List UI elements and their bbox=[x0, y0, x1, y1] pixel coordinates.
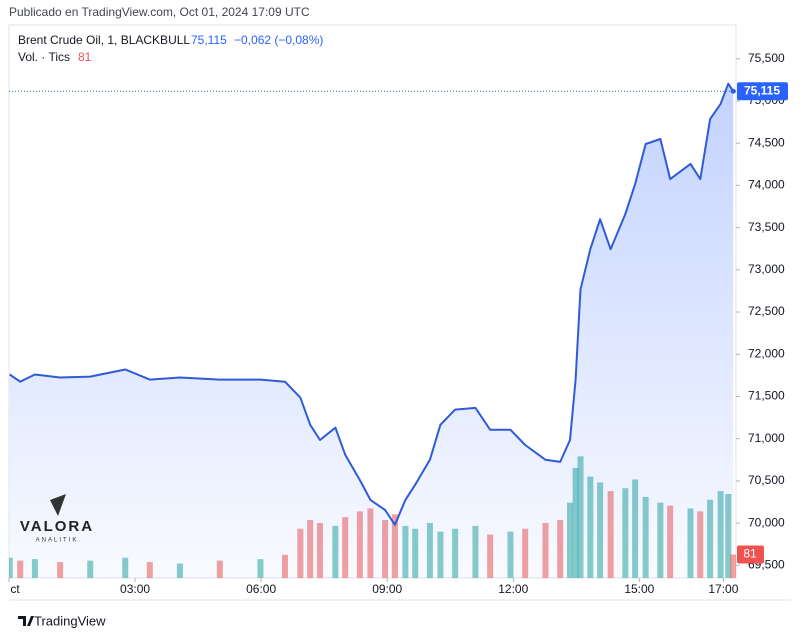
x-tick-label: 03:00 bbox=[120, 582, 150, 596]
last-price-box bbox=[737, 82, 788, 101]
y-tick-label: 72,000 bbox=[748, 346, 785, 360]
symbol-label: Brent Crude Oil, 1, BLACKBULL bbox=[18, 33, 190, 47]
x-tick-label: ct bbox=[10, 582, 20, 596]
y-tick-label: 72,500 bbox=[748, 304, 785, 318]
last-price-label: 75,115 bbox=[744, 83, 780, 97]
footer-brand: TradingView bbox=[34, 613, 106, 628]
price-change: −0,062 (−0,08%) bbox=[234, 33, 323, 47]
published-note: Publicado en TradingView.com, Oct 01, 20… bbox=[9, 5, 310, 19]
watermark-brand: VALORA bbox=[20, 518, 94, 535]
y-tick-label: 71,500 bbox=[748, 389, 785, 403]
y-tick-label: 74,500 bbox=[748, 135, 785, 149]
plot-area bbox=[9, 82, 736, 578]
watermark-tagline: ANALITIK bbox=[36, 538, 79, 544]
volume-label: Vol. · Tics bbox=[18, 50, 70, 64]
y-tick-label: 73,500 bbox=[748, 220, 785, 234]
watermark-icon bbox=[50, 494, 66, 516]
price-line bbox=[9, 82, 735, 526]
x-tick-label: 17:00 bbox=[708, 582, 738, 596]
y-tick-label: 73,000 bbox=[748, 262, 785, 276]
x-tick-label: 15:00 bbox=[624, 582, 654, 596]
x-tick-label: 06:00 bbox=[246, 582, 276, 596]
last-point bbox=[730, 88, 736, 94]
volume-last-label: 81 bbox=[743, 547, 757, 561]
volume-legend-value: 81 bbox=[78, 50, 92, 64]
y-tick-label: 74,000 bbox=[748, 178, 785, 192]
footer-logo bbox=[18, 616, 34, 626]
y-tick-label: 71,000 bbox=[748, 431, 785, 445]
x-tick-label: 09:00 bbox=[372, 582, 402, 596]
x-tick-label: 12:00 bbox=[498, 582, 528, 596]
price-area bbox=[9, 83, 734, 578]
last-price-legend: 75,115 bbox=[191, 33, 227, 47]
volume-last-box bbox=[737, 545, 764, 564]
y-tick-label: 70,000 bbox=[748, 515, 785, 529]
y-tick-label: 75,500 bbox=[748, 51, 785, 65]
y-tick-label: 70,500 bbox=[748, 473, 785, 487]
